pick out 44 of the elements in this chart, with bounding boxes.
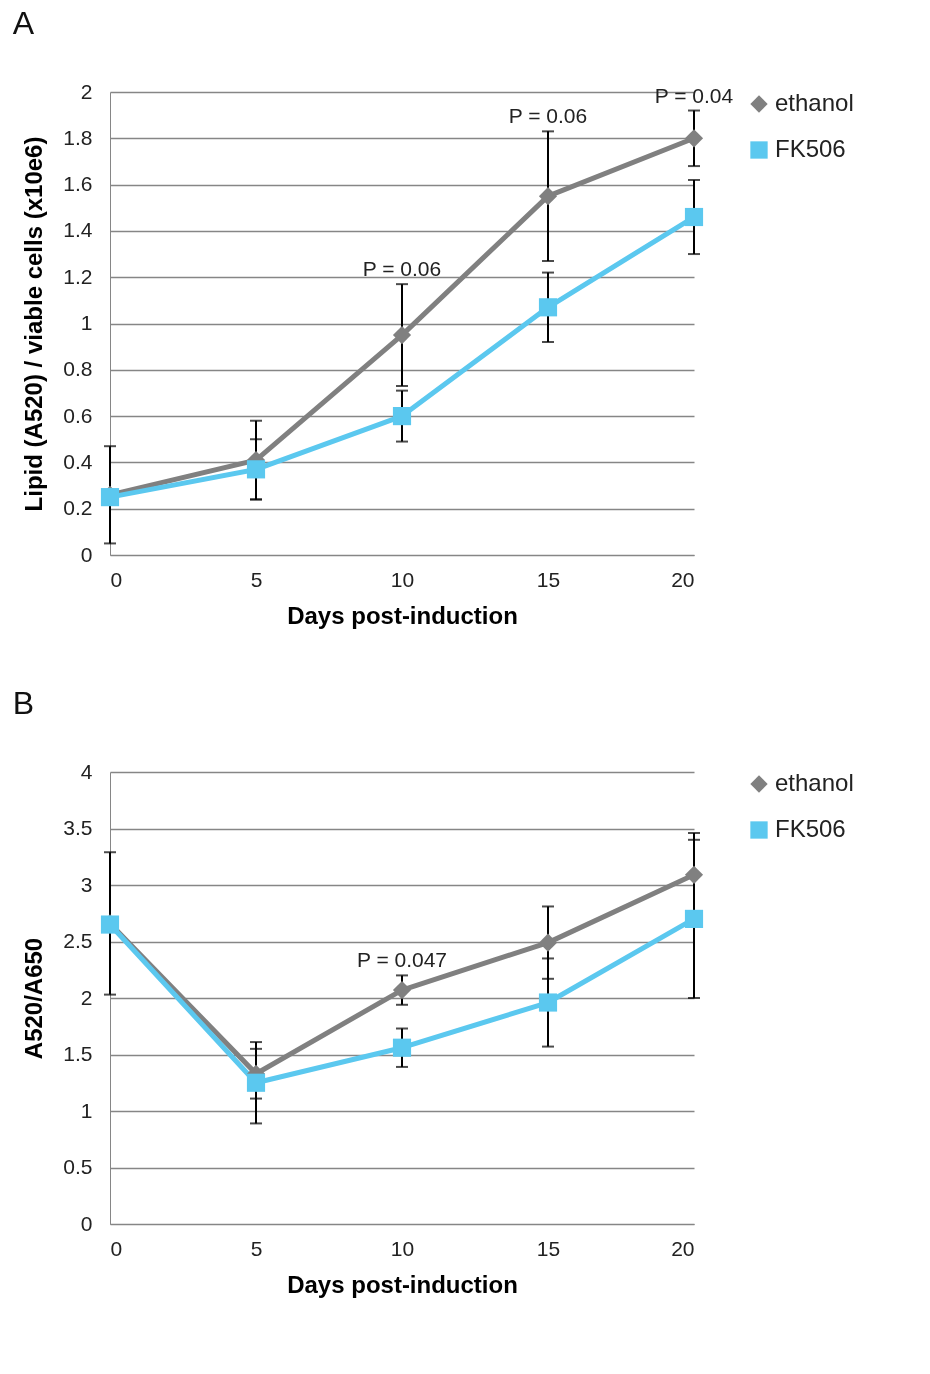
y-tick-label: 0 [80, 542, 93, 566]
y-tick-label: 1 [80, 311, 93, 334]
annotation: P = 0.047 [356, 948, 448, 972]
y-tick-label: 2.5 [63, 929, 93, 952]
y-axis-title: A520/A650 [20, 937, 48, 1060]
y-tick-label: 0.6 [63, 403, 93, 427]
x-tick-label: 15 [536, 1236, 561, 1260]
legend-label: FK506 [775, 135, 846, 162]
legend-label: ethanol [775, 89, 854, 116]
x-tick-label: 0 [110, 1236, 123, 1260]
x-tick-label: 5 [250, 1236, 263, 1260]
annotation: P = 0.04 [654, 83, 734, 107]
y-tick-label: 1.4 [63, 218, 93, 242]
x-tick-label: 0 [110, 567, 123, 591]
annotation: P = 0.06 [362, 257, 442, 281]
chart-title: A [12, 5, 35, 41]
x-tick-label: 10 [390, 1236, 415, 1260]
y-tick-label: 3 [80, 872, 93, 896]
y-tick-label: 1.6 [63, 172, 93, 196]
y-tick-label: 2 [80, 79, 93, 103]
y-tick-label: 1 [80, 1098, 93, 1122]
y-axis-title: Lipid (A520) / viable cells (x10e6) [20, 136, 48, 512]
x-axis-title: Days post-induction [287, 601, 518, 629]
chart-title: B [12, 685, 35, 721]
y-tick-label: 0.2 [63, 496, 93, 520]
x-tick-label: 10 [390, 567, 415, 591]
y-tick-label: 0.5 [63, 1155, 93, 1178]
legend-label: ethanol [775, 769, 854, 796]
x-axis-title: Days post-induction [287, 1270, 518, 1298]
y-tick-label: 1.8 [63, 125, 93, 149]
y-tick-label: 0.4 [63, 449, 93, 473]
legend-label: FK506 [775, 815, 846, 842]
x-tick-label: 20 [671, 567, 695, 591]
y-tick-label: 2 [80, 985, 93, 1009]
y-tick-label: 3.5 [63, 816, 93, 839]
x-tick-label: 5 [250, 567, 263, 591]
y-tick-label: 1.2 [63, 264, 93, 288]
y-tick-label: 1.5 [63, 1042, 93, 1065]
x-tick-label: 15 [536, 567, 561, 591]
y-tick-label: 0 [80, 1211, 93, 1235]
annotation: P = 0.06 [508, 104, 588, 128]
y-tick-label: 0.8 [63, 357, 93, 381]
y-tick-label: 4 [80, 759, 93, 783]
x-tick-label: 20 [671, 1236, 695, 1260]
